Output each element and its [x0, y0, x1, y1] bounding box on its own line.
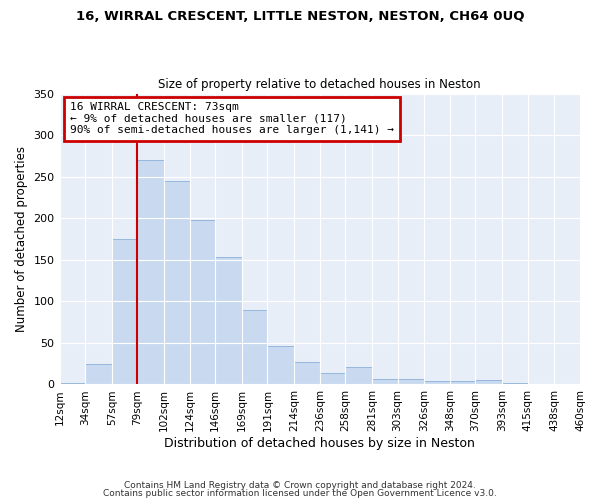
Bar — [502, 383, 528, 384]
Bar — [215, 258, 242, 384]
Bar — [346, 367, 372, 384]
Bar — [190, 220, 215, 384]
Bar — [450, 381, 475, 384]
Bar — [398, 378, 424, 384]
Bar — [137, 160, 164, 384]
Bar — [242, 310, 268, 384]
Bar — [294, 362, 320, 384]
Y-axis label: Number of detached properties: Number of detached properties — [15, 146, 28, 332]
Text: Contains HM Land Registry data © Crown copyright and database right 2024.: Contains HM Land Registry data © Crown c… — [124, 481, 476, 490]
Bar — [372, 378, 398, 384]
Bar — [112, 239, 137, 384]
Bar — [268, 346, 294, 385]
Bar — [164, 181, 190, 384]
Bar — [424, 381, 450, 384]
Bar — [85, 364, 112, 384]
Text: 16, WIRRAL CRESCENT, LITTLE NESTON, NESTON, CH64 0UQ: 16, WIRRAL CRESCENT, LITTLE NESTON, NEST… — [76, 10, 524, 23]
Bar — [475, 380, 502, 384]
Text: 16 WIRRAL CRESCENT: 73sqm
← 9% of detached houses are smaller (117)
90% of semi-: 16 WIRRAL CRESCENT: 73sqm ← 9% of detach… — [70, 102, 394, 136]
Text: Contains public sector information licensed under the Open Government Licence v3: Contains public sector information licen… — [103, 488, 497, 498]
Bar — [320, 373, 346, 384]
Title: Size of property relative to detached houses in Neston: Size of property relative to detached ho… — [158, 78, 481, 91]
X-axis label: Distribution of detached houses by size in Neston: Distribution of detached houses by size … — [164, 437, 475, 450]
Bar — [59, 383, 85, 384]
